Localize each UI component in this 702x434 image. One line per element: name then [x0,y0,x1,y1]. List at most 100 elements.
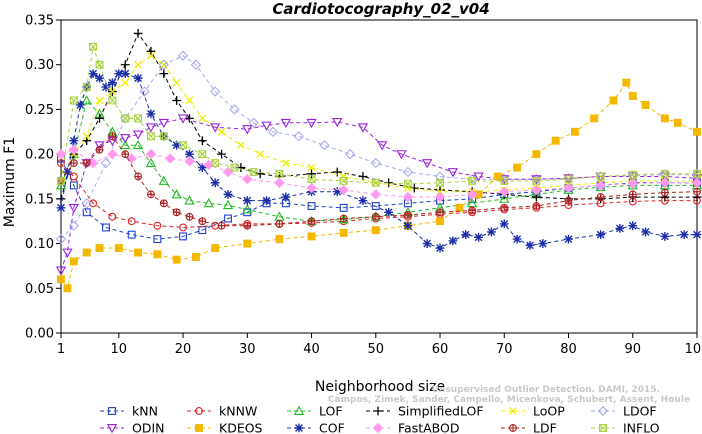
data-point [281,192,291,202]
data-point [68,203,79,214]
data-point [121,78,130,87]
data-point [82,208,91,217]
data-point [89,42,98,51]
legend-label: KDEOS [219,421,263,434]
x-tick-label: 60 [432,342,449,357]
data-point [466,189,478,200]
legend-item-LDF: LDF [501,421,557,434]
data-point [146,109,156,119]
legend-label: LoOP [533,404,565,419]
x-tick-label: 70 [496,342,513,357]
legend-label: LDF [533,421,557,434]
data-point [198,150,207,159]
series-KDEOS [57,78,701,293]
data-point [68,144,80,155]
data-point [691,174,702,184]
data-point [153,235,162,244]
data-point [660,188,669,197]
data-point [184,156,195,167]
data-point [307,232,316,241]
data-point [371,202,380,210]
data-point [146,46,156,56]
legend-marker [106,424,118,434]
data-point [615,223,625,233]
data-point [280,118,291,129]
data-point [211,244,220,252]
data-point [68,220,80,231]
data-point [89,199,98,208]
credit-line-1: Unsupervised Outlier Detection. DAMI, 20… [432,385,660,395]
data-point [211,159,220,168]
data-point [63,167,72,177]
data-point [121,114,130,123]
y-tick-label: 0.25 [25,103,54,118]
data-point [332,117,343,128]
data-point [307,169,316,179]
data-point [628,190,637,199]
axes: 0.00 0.05 0.10 0.15 0.20 0.25 0.30 0.35 1 10 20 30 4… [25,14,702,358]
data-point [339,228,348,237]
data-point [455,203,464,212]
series-line [60,72,697,249]
data-point [403,179,412,188]
data-point [693,127,701,136]
data-point [628,221,638,231]
data-point [673,118,682,127]
legend-item-ODIN: ODIN [100,421,165,434]
data-point [243,221,252,230]
data-point [659,177,671,188]
data-point [563,174,574,184]
data-point [81,95,92,105]
data-point [159,132,168,141]
data-point [525,240,535,250]
x-tick-label: 30 [239,342,256,357]
data-point [564,234,573,244]
data-point [197,163,207,172]
data-point [95,96,104,105]
data-point [102,223,110,232]
legend-marker [373,406,383,416]
data-point [307,163,316,172]
legend-marker [599,424,607,432]
data-point [134,114,143,123]
data-point [447,168,459,178]
data-point [422,239,432,248]
data-point [107,78,117,87]
data-point [55,266,67,276]
data-point [473,172,484,182]
data-point [436,208,444,217]
data-point [474,232,483,242]
data-point [57,177,65,185]
legend: kNN kNNW LOF SimplifiedLOF LoOP LDOF ODIN KDEOS… [100,404,660,434]
data-point [185,149,194,159]
data-point [153,250,162,259]
data-point [275,169,284,178]
data-point [338,184,349,196]
y-tick-label: 0.00 [25,327,54,342]
data-point [179,223,188,232]
legend-item-kNN: kNN [100,404,158,419]
series-LDF [57,132,701,230]
data-point [172,208,181,217]
data-point [531,184,542,196]
data-point [660,169,669,178]
data-point [307,217,316,226]
data-point [210,86,221,97]
data-point [108,96,117,105]
data-point [95,73,104,83]
data-point [95,60,104,69]
data-point [146,190,155,199]
data-point [377,141,388,151]
data-point [56,203,66,213]
data-point [134,172,143,181]
data-point [197,136,207,146]
data-point [275,235,284,244]
data-point [172,140,182,150]
series-line [60,55,697,240]
data-point [223,189,233,199]
data-point [436,217,444,226]
data-point [679,230,689,240]
data-point [538,239,548,248]
data-point [563,182,574,194]
data-point [339,177,348,185]
